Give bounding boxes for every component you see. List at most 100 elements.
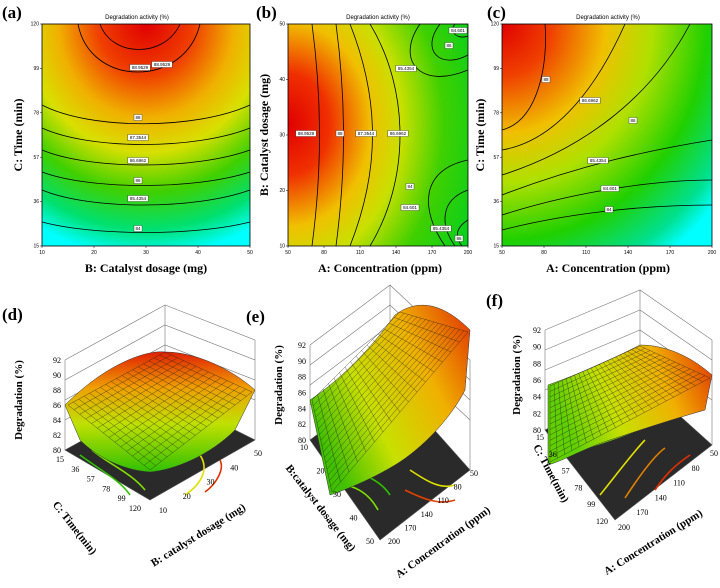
surface-mesh-line bbox=[631, 349, 696, 386]
surface-tick-label: 50 bbox=[470, 469, 478, 478]
x-tick-label: 170 bbox=[428, 250, 437, 256]
z-axis-label-d: Degradation (%) bbox=[13, 360, 25, 440]
surface-tick-label: 84 bbox=[533, 393, 541, 402]
surface-mesh-line bbox=[578, 373, 602, 436]
surface-tick-label: 90 bbox=[533, 343, 541, 352]
panel-label-a: (a) bbox=[2, 3, 22, 22]
y-tick-label: 78 bbox=[493, 110, 499, 116]
surface-mesh-line bbox=[143, 363, 230, 410]
surface-tick-label: 140 bbox=[655, 493, 667, 502]
x-tick-label: 50 bbox=[285, 250, 291, 256]
surface-mesh-line bbox=[562, 380, 572, 451]
surface-mesh-line bbox=[611, 358, 660, 405]
y-tick-label: 36 bbox=[33, 199, 39, 205]
surface-mesh-line bbox=[67, 404, 151, 471]
surface-mesh-line bbox=[322, 388, 350, 473]
y-tick-label: 57 bbox=[493, 155, 499, 161]
surface-tick-label: 30 bbox=[207, 478, 215, 487]
surface-tick-label: 50 bbox=[366, 537, 374, 546]
y-tick-label: 40 bbox=[279, 77, 285, 83]
contour-label-box bbox=[405, 183, 415, 190]
x-tick-label: 40 bbox=[195, 250, 201, 256]
contour-value-label: 88.9529 bbox=[154, 62, 171, 67]
surface-mesh-line bbox=[394, 317, 460, 343]
surface-tick-label: 140 bbox=[421, 510, 433, 519]
surface-tick-label: 86 bbox=[298, 389, 306, 398]
surface-mesh-line bbox=[350, 361, 392, 423]
contour-label-box bbox=[387, 130, 409, 137]
contour-label-box bbox=[541, 76, 551, 83]
chart-title-b: Degradation activity (%) bbox=[346, 15, 410, 21]
surface-tick-label: 57 bbox=[87, 475, 95, 484]
contour-label-box bbox=[430, 225, 452, 232]
contour-value-label: 86.6962 bbox=[582, 98, 599, 103]
contour-value-label: 88 bbox=[337, 131, 343, 136]
y-tick-label: 120 bbox=[491, 22, 500, 28]
surface-tick-label: 80 bbox=[692, 464, 700, 473]
contour-label-box bbox=[355, 130, 377, 137]
surface-mesh-line bbox=[317, 394, 341, 483]
surface-tick-label: 15 bbox=[56, 455, 64, 464]
surface-tick-label: 88 bbox=[533, 359, 541, 368]
surface-tick-label: 200 bbox=[618, 523, 630, 532]
surface-mesh-line bbox=[111, 381, 196, 436]
surface-mesh-line bbox=[116, 378, 202, 432]
x-tick-label: 50 bbox=[247, 250, 253, 256]
surface-tick-label: 36 bbox=[71, 465, 79, 474]
surface-panel-e: 80 82 84 86 88 90 92 10 20 30 40 50 200 170 140 110 80 50… bbox=[273, 284, 493, 581]
y-axis-label-a: C: Time (min) bbox=[11, 99, 25, 172]
contour-value-label: 84.601 bbox=[451, 28, 465, 33]
surface-mesh-line bbox=[121, 375, 207, 427]
surface-mesh-line bbox=[553, 384, 558, 459]
y-tick-label: 20 bbox=[279, 188, 285, 194]
surface-tick-label: 110 bbox=[437, 496, 449, 505]
y-tick-label: 99 bbox=[493, 66, 499, 72]
contour-label-box bbox=[395, 65, 417, 72]
surface-tick-label: 82 bbox=[53, 431, 61, 440]
contour-label-box bbox=[579, 97, 601, 104]
surface-tick-label: 10 bbox=[300, 443, 308, 452]
y-tick-label: 36 bbox=[493, 199, 499, 205]
contour-label-box bbox=[151, 61, 173, 68]
contour-plot-area-c bbox=[501, 23, 713, 247]
contour-value-label: 84.601 bbox=[603, 186, 617, 191]
y-tick-label: 78 bbox=[33, 110, 39, 116]
x-tick-label: 170 bbox=[666, 250, 675, 256]
surface-tick-label: 84 bbox=[53, 416, 61, 425]
surface-tick-label: 40 bbox=[230, 463, 238, 472]
surface-tick-label: 200 bbox=[388, 537, 400, 546]
surface-mesh-line bbox=[639, 345, 711, 379]
surface-tick-label: 92 bbox=[298, 341, 306, 350]
y-tick-label: 120 bbox=[31, 22, 40, 28]
surface-mesh-line bbox=[311, 399, 333, 493]
contour-panel-b: Degradation activity (%) 88.9529 88 87.354… bbox=[257, 15, 472, 275]
surface-tick-label: 82 bbox=[298, 420, 306, 429]
contour-label-box bbox=[335, 130, 345, 137]
contour-label-box bbox=[628, 117, 638, 124]
surface-tick-label: 90 bbox=[53, 371, 61, 380]
contour-value-label: 86.6962 bbox=[390, 131, 407, 136]
contour-value-label: 84.601 bbox=[403, 205, 417, 210]
contour-value-label: 88 bbox=[543, 77, 549, 82]
surface-tick-label: 30 bbox=[333, 490, 341, 499]
surface-mesh-line bbox=[94, 390, 179, 449]
y-tick-label: 15 bbox=[33, 244, 39, 250]
contour-label-box bbox=[129, 64, 151, 71]
panel-label-b: (b) bbox=[256, 3, 277, 22]
x-axis-label-b: A: Concentration (ppm) bbox=[318, 261, 442, 275]
surface-tick-label: 92 bbox=[53, 356, 61, 365]
surface-mesh-line bbox=[333, 377, 367, 453]
x-tick-label: 110 bbox=[582, 250, 590, 256]
surface-mesh-line bbox=[344, 366, 384, 433]
z-axis-label-e: Degradation (%) bbox=[273, 345, 285, 425]
contour-value-label: 84 bbox=[606, 207, 612, 212]
contour-value-label: 86.6962 bbox=[130, 158, 147, 163]
x-axis-label-c: A: Concentration (ppm) bbox=[546, 261, 670, 275]
x-tick-label: 80 bbox=[321, 250, 327, 256]
surface-mesh-line bbox=[627, 351, 689, 390]
surface-tick-label: 80 bbox=[454, 483, 462, 492]
surface-tick-label: 120 bbox=[596, 517, 608, 526]
surface-tick-label: 99 bbox=[118, 494, 126, 503]
panel-label-d: (d) bbox=[2, 305, 23, 324]
